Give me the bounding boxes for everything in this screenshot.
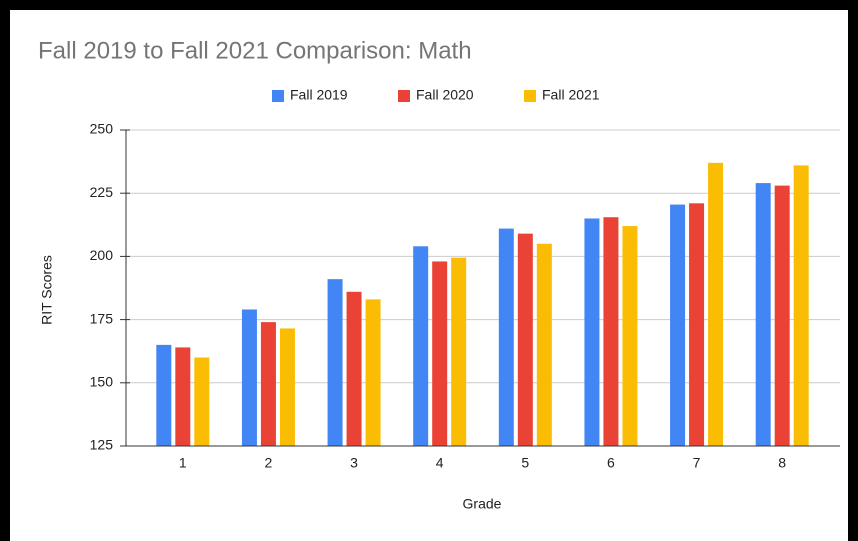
legend-swatch <box>524 90 536 102</box>
x-tick-label: 8 <box>778 455 786 471</box>
bar <box>793 165 809 446</box>
x-tick-label: 3 <box>350 455 358 471</box>
y-tick-label: 250 <box>90 121 114 137</box>
y-tick-label: 175 <box>90 310 114 326</box>
bar <box>327 279 343 446</box>
y-tick-label: 125 <box>90 437 114 453</box>
x-tick-label: 4 <box>436 455 444 471</box>
bar <box>156 344 172 446</box>
x-tick-label: 2 <box>265 455 273 471</box>
bar <box>365 299 381 446</box>
bar <box>194 357 210 446</box>
legend-label: Fall 2020 <box>416 87 474 103</box>
y-axis-label: RIT Scores <box>39 255 55 325</box>
bar <box>708 162 724 446</box>
bar <box>622 226 638 446</box>
legend-label: Fall 2019 <box>290 87 348 103</box>
bar <box>279 328 295 446</box>
chart: Fall 2019 to Fall 2021 Comparison: Math … <box>38 37 840 512</box>
legend-swatch <box>272 90 284 102</box>
legend-swatch <box>398 90 410 102</box>
bar <box>413 246 429 446</box>
bar <box>346 291 362 446</box>
bar <box>451 257 467 446</box>
y-tick-label: 225 <box>90 184 114 200</box>
chart-title: Fall 2019 to Fall 2021 Comparison: Math <box>38 37 472 64</box>
chart-frame: Fall 2019 to Fall 2021 Comparison: Math … <box>10 10 848 541</box>
y-tick-label: 150 <box>90 374 114 390</box>
x-tick-label: 1 <box>179 455 187 471</box>
bar <box>536 243 552 446</box>
y-tick-label: 200 <box>90 247 114 263</box>
bar <box>241 309 257 446</box>
bar <box>260 322 276 446</box>
bar <box>175 347 191 446</box>
bar <box>755 183 771 446</box>
bar <box>670 204 686 446</box>
bar <box>498 228 514 446</box>
x-tick-label: 5 <box>521 455 529 471</box>
bar <box>517 233 533 446</box>
bar <box>584 218 600 446</box>
x-tick-label: 6 <box>607 455 615 471</box>
x-tick-label: 7 <box>693 455 701 471</box>
bar <box>432 261 448 446</box>
bar <box>689 203 705 446</box>
bar <box>603 217 619 446</box>
x-axis-label: Grade <box>463 496 502 512</box>
legend-label: Fall 2021 <box>542 87 600 103</box>
bar <box>774 185 790 446</box>
